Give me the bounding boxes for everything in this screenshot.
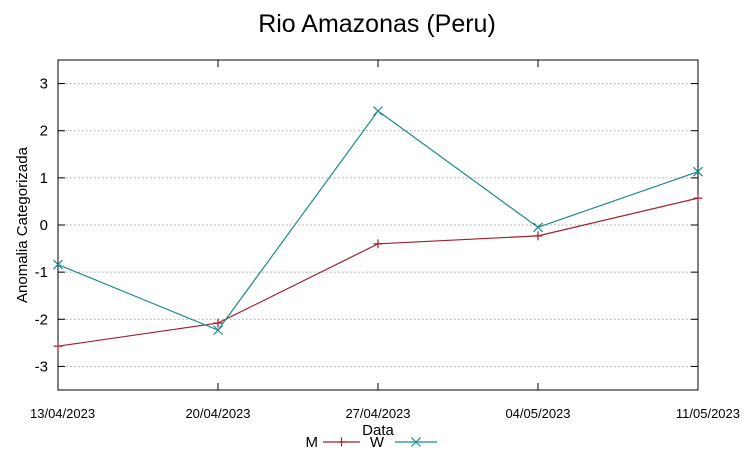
x-axis: 13/04/2023 20/04/2023 27/04/2023 04/05/2023… [30,60,740,421]
y-axis: 3 2 1 0 -1 -2 -3 [35,76,698,375]
y-tick-label: -1 [35,264,48,281]
y-tick-label: 0 [40,217,48,234]
cross-marker-stroke [373,105,383,116]
data-point [693,166,703,177]
legend-label-M: M [306,434,319,451]
cross-marker-stroke [533,222,543,233]
chart-title: Rio Amazonas (Peru) [258,10,496,38]
series-group [53,105,703,351]
data-point [337,437,346,447]
grid-lines [58,83,698,367]
data-point [53,341,63,351]
data-point [53,259,63,270]
x-tick-label: 27/04/2023 [345,406,410,421]
x-tick-label: 13/04/2023 [30,406,95,421]
y-tick-label: -3 [35,358,48,375]
x-tick-label: 11/05/2023 [676,406,740,421]
cross-marker-stroke [411,437,421,447]
data-point [533,222,543,233]
y-tick-label: 1 [40,170,48,187]
data-point [373,239,383,249]
cross-marker-stroke [693,166,703,177]
x-tick-label: 04/05/2023 [505,406,570,421]
cross-marker-stroke [213,325,223,336]
data-point [693,193,703,203]
y-tick-label: -2 [35,311,48,328]
x-tick-label: 20/04/2023 [185,406,250,421]
cross-marker-stroke [53,259,63,270]
y-axis-label: Anomalia Categorizada [14,146,31,303]
x-axis-label: Data [362,422,394,439]
data-point [411,437,421,447]
y-tick-label: 2 [40,123,48,140]
y-tick-label: 3 [40,76,48,93]
data-point [213,325,223,336]
data-point [533,231,543,241]
data-point [213,318,223,328]
legend-label-W: W [370,434,385,451]
data-point [373,105,383,116]
